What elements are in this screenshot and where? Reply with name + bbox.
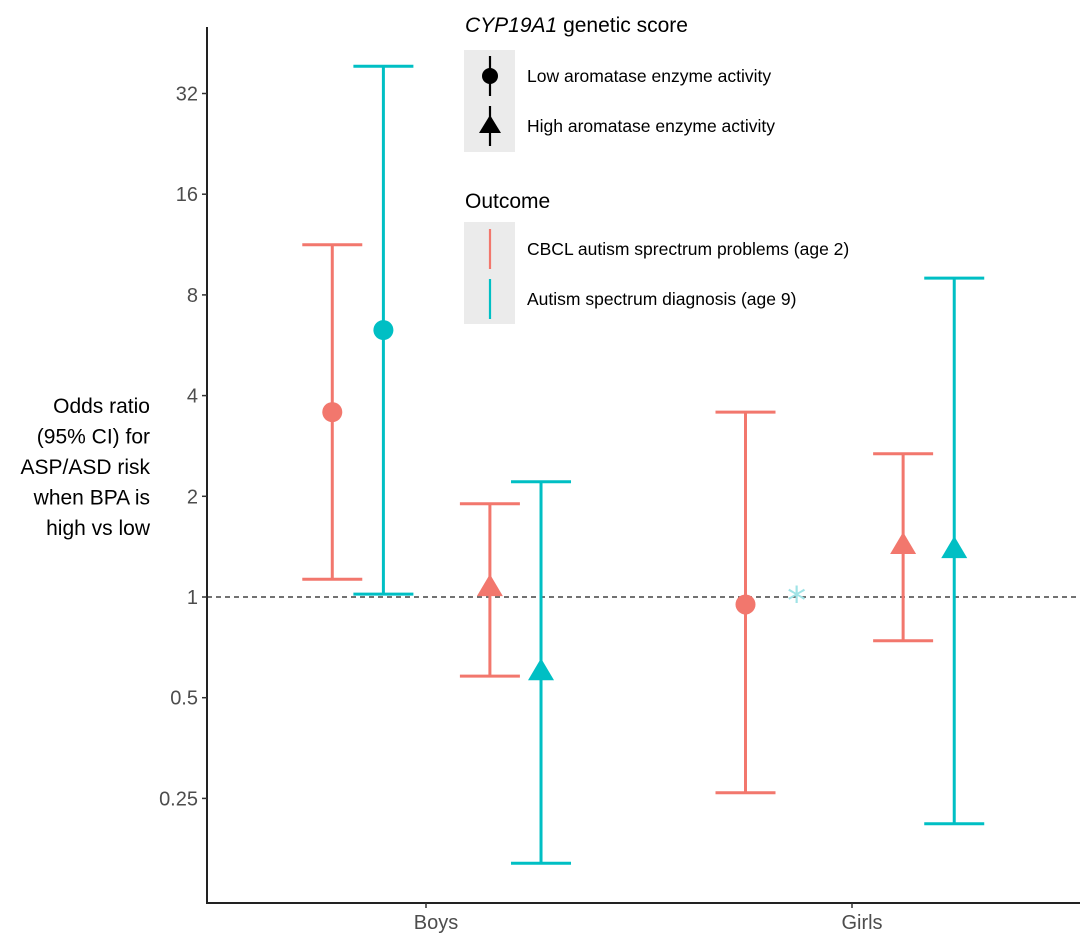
legend-outcome-title: Outcome — [465, 190, 550, 213]
legend-shape-title-suffix: genetic score — [557, 14, 688, 37]
x-tick-label: Girls — [841, 912, 882, 934]
legend-shape-label: Low aromatase enzyme activity — [527, 66, 771, 86]
y-axis-title-line: Odds ratio — [53, 395, 150, 418]
y-tick-label: 2 — [187, 486, 198, 508]
point-range-boys-circle — [302, 243, 363, 581]
marks: * — [302, 64, 985, 865]
point-range-girls-circle — [715, 410, 776, 795]
point-range-girls-triangle — [924, 276, 985, 826]
point-circle — [322, 402, 343, 423]
legend-circle-icon — [482, 68, 498, 84]
point-triangle — [941, 536, 968, 559]
y-axis-title-line: ASP/ASD risk — [20, 456, 150, 479]
legend-shape-label: High aromatase enzyme activity — [527, 116, 775, 136]
y-axis-title: Odds ratio (95% CI) for ASP/ASD risk when B… — [20, 395, 150, 540]
point-triangle — [476, 574, 503, 597]
point-asterisk: * — [787, 579, 806, 623]
x-tick-label: Boys — [414, 912, 458, 934]
y-tick-label: 32 — [176, 84, 198, 106]
y-tick-label: 0.25 — [159, 788, 198, 810]
point-circle — [735, 594, 756, 615]
legend: CYP19A1 genetic score Low aromatase enzym… — [464, 14, 849, 324]
legend-gene-name: CYP19A1 — [465, 14, 557, 37]
y-tick-label: 4 — [187, 386, 198, 408]
legend-shape-title: CYP19A1 genetic score — [465, 14, 688, 37]
y-axis-title-line: high vs low — [46, 517, 151, 540]
y-tick-label: 8 — [187, 285, 198, 307]
y-axis-title-line: when BPA is — [33, 487, 150, 510]
legend-outcome-label: Autism spectrum diagnosis (age 9) — [527, 289, 796, 309]
legend-triangle-icon — [479, 115, 501, 133]
point-triangle — [890, 532, 917, 555]
point-range-boys-circle — [353, 64, 414, 596]
point-circle — [373, 320, 394, 341]
y-tick-label: 0.5 — [170, 688, 198, 710]
axes: 0.25 0.5 1 2 4 8 16 32 Boys Girls — [159, 27, 1080, 934]
point-range-girls-asterisk: * — [787, 579, 806, 623]
point-range-girls-triangle — [873, 452, 934, 643]
y-tick-label: 1 — [187, 587, 198, 609]
point-range-boys-triangle — [511, 480, 572, 865]
y-axis-title-line: (95% CI) for — [37, 426, 150, 449]
point-range-boys-triangle — [459, 502, 520, 678]
point-triangle — [528, 658, 555, 681]
legend-outcome-label: CBCL autism sprectrum problems (age 2) — [527, 239, 849, 259]
y-tick-label: 16 — [176, 184, 198, 206]
